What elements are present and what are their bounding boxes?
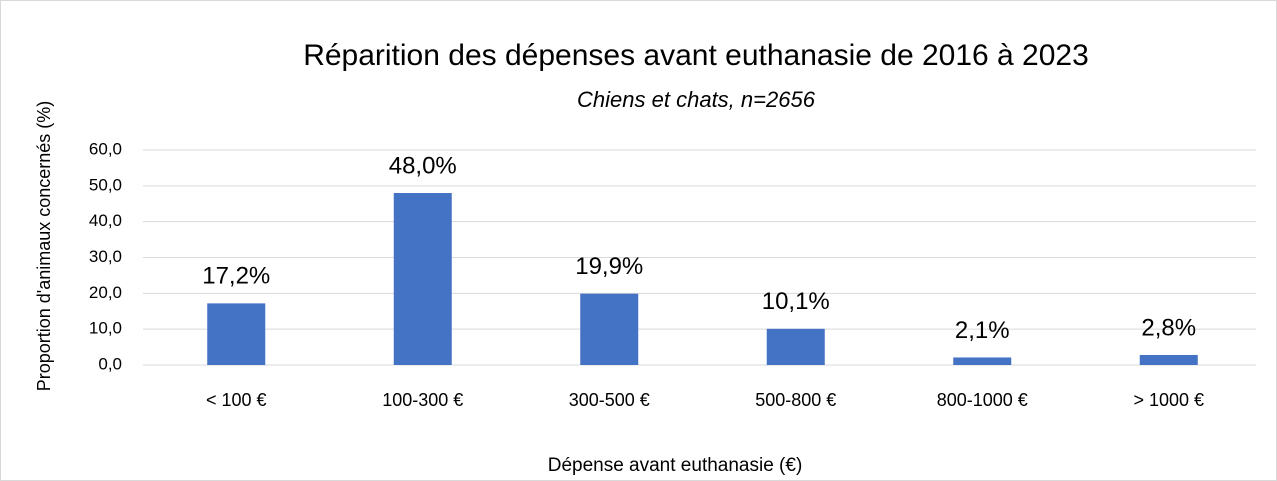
y-tick-label: 20,0 (89, 283, 122, 302)
y-tick-label: 40,0 (89, 211, 122, 230)
data-label: 17,2% (202, 263, 270, 290)
y-tick-label: 0,0 (98, 354, 122, 373)
data-label: 2,1% (955, 317, 1010, 344)
y-tick-label: 30,0 (89, 247, 122, 266)
x-tick-label: 500-800 € (755, 390, 836, 410)
data-label: 19,9% (575, 253, 643, 280)
x-tick-label: 100-300 € (382, 390, 463, 410)
bar (393, 193, 452, 365)
data-label: 2,8% (1141, 314, 1196, 341)
y-tick-label: 60,0 (89, 139, 122, 158)
chart-subtitle: Chiens et chats, n=2656 (577, 87, 816, 112)
y-tick-label: 10,0 (89, 319, 122, 338)
x-tick-label: 300-500 € (569, 390, 650, 410)
bar (953, 357, 1012, 365)
bar (580, 293, 639, 365)
chart-title: Réparition des dépenses avant euthanasie… (303, 39, 1089, 72)
bar (766, 328, 825, 365)
x-tick-label: 800-1000 € (937, 390, 1028, 410)
x-tick-label: > 1000 € (1133, 390, 1204, 410)
x-tick-label: < 100 € (206, 390, 267, 410)
y-axis-title: Proportion d'animaux concernés (%) (34, 101, 54, 392)
bar (1139, 354, 1198, 365)
y-tick-label: 50,0 (89, 175, 122, 194)
bar (207, 303, 266, 365)
data-label: 48,0% (389, 152, 457, 179)
x-axis-title: Dépense avant euthanasie (€) (548, 455, 803, 476)
data-label: 10,1% (762, 288, 830, 315)
